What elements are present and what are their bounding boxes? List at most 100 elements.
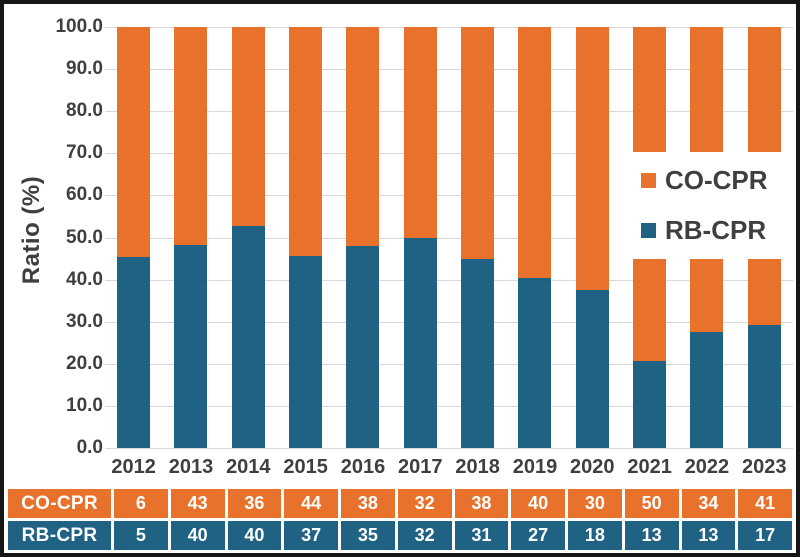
bar-segment-rb-cpr	[117, 256, 151, 448]
table-cell-co-cpr-2020: 30	[568, 489, 622, 518]
gridline	[105, 321, 793, 323]
y-tick-label: 50.0	[66, 227, 103, 248]
bar-column-2012	[105, 27, 162, 448]
table-cell-co-cpr-2016: 38	[341, 489, 395, 518]
table-cell-co-cpr-2021: 50	[624, 489, 679, 518]
bar-segment-rb-cpr	[346, 246, 380, 448]
x-tick-label-2019: 2019	[512, 456, 558, 478]
table-row-label-rb-cpr: RB-CPR	[8, 521, 111, 550]
table-cell-rb-cpr-2014: 40	[227, 521, 282, 550]
x-tick-label-2016: 2016	[340, 456, 386, 478]
gridline	[105, 27, 793, 28]
table-cell-co-cpr-2013: 43	[170, 489, 225, 518]
gridline	[105, 279, 793, 281]
stacked-bar-2017	[403, 27, 437, 448]
y-tick-label: 40.0	[66, 269, 103, 290]
table-cell-co-cpr-2017: 32	[397, 489, 452, 518]
bar-segment-rb-cpr	[403, 237, 437, 448]
table-cell-co-cpr-2022: 34	[681, 489, 736, 518]
stacked-bar-2013	[174, 27, 208, 448]
y-tick-label: 0.0	[76, 437, 103, 458]
table-cell-rb-cpr-2023: 17	[738, 521, 792, 550]
bar-column-2016	[334, 27, 391, 448]
x-tick-label-2012: 2012	[111, 456, 156, 478]
legend-entry-rb-cpr: RB-CPR	[641, 215, 766, 245]
table-cell-rb-cpr-2012: 5	[114, 521, 168, 550]
bar-segment-co-cpr	[174, 27, 208, 246]
bar-column-2015	[277, 27, 334, 448]
x-tick-label-2020: 2020	[570, 456, 615, 478]
table-cell-rb-cpr-2022: 13	[681, 521, 736, 550]
table-cell-co-cpr-2018: 38	[454, 489, 509, 518]
table-cell-co-cpr-2014: 36	[227, 489, 282, 518]
y-tick-label: 30.0	[66, 311, 103, 332]
table-cell-co-cpr-2015: 44	[284, 489, 338, 518]
bar-segment-co-cpr	[346, 27, 380, 247]
bar-segment-rb-cpr	[231, 226, 265, 448]
x-tick-label-2022: 2022	[684, 456, 730, 478]
table-cell-rb-cpr-2020: 18	[568, 521, 622, 550]
x-tick-label-2018: 2018	[455, 456, 500, 478]
table-cell-rb-cpr-2016: 35	[341, 521, 395, 550]
stacked-bar-2015	[289, 27, 323, 448]
gridline	[105, 363, 793, 365]
legend-label-rb-cpr: RB-CPR	[665, 214, 767, 245]
bar-segment-rb-cpr	[575, 290, 609, 448]
bar-column-2019	[506, 27, 563, 448]
gridline	[105, 111, 793, 113]
bar-segment-rb-cpr	[518, 278, 552, 448]
stacked-bar-2018	[461, 27, 495, 448]
plot-area: CO-CPR RB-CPR	[105, 27, 793, 449]
bar-segment-rb-cpr	[174, 245, 208, 448]
legend: CO-CPR RB-CPR	[610, 152, 793, 259]
bar-column-2017	[392, 27, 449, 448]
table-cell-rb-cpr-2019: 27	[511, 521, 565, 550]
bar-segment-co-cpr	[575, 27, 609, 291]
stacked-bar-2012	[117, 27, 151, 448]
stacked-bar-2014	[231, 27, 265, 448]
table-cell-co-cpr-2023: 41	[738, 489, 792, 518]
x-tick-label-2021: 2021	[627, 456, 672, 478]
x-tick-label-2017: 2017	[398, 456, 443, 478]
y-tick-label: 10.0	[66, 395, 103, 416]
table-cell-rb-cpr-2015: 37	[284, 521, 338, 550]
bar-segment-rb-cpr	[289, 255, 323, 448]
x-tick-label-2013: 2013	[168, 456, 214, 478]
y-tick-label: 20.0	[66, 353, 103, 374]
bar-segment-co-cpr	[518, 27, 552, 279]
y-tick-label: 90.0	[66, 58, 103, 79]
stacked-bar-2016	[346, 27, 380, 448]
bar-segment-co-cpr	[289, 27, 323, 256]
bar-segment-co-cpr	[117, 27, 151, 257]
bar-segment-rb-cpr	[690, 331, 724, 448]
table-cell-rb-cpr-2018: 31	[454, 521, 509, 550]
x-axis-labels: 2012 2013 2014 2015 2016 2017 2018 2019 2020 2021…	[105, 453, 793, 481]
y-tick-label: 70.0	[66, 142, 103, 163]
bar-column-2014	[220, 27, 277, 448]
table-cell-rb-cpr-2013: 40	[170, 521, 225, 550]
table-cell-co-cpr-2019: 40	[511, 489, 565, 518]
table-cell-rb-cpr-2021: 13	[624, 521, 679, 550]
stacked-bar-2020	[575, 27, 609, 448]
bar-column-2018	[449, 27, 506, 448]
bar-segment-rb-cpr	[461, 258, 495, 448]
gridline	[105, 195, 793, 197]
y-tick-label: 100.0	[55, 16, 103, 37]
y-tick-label: 80.0	[66, 100, 103, 121]
legend-entry-co-cpr: CO-CPR	[641, 165, 768, 195]
y-tick-label: 60.0	[66, 184, 103, 205]
data-table: CO-CPR 6 43 36 44 38 32 38 40 30 50 34 41 RB-CPR 5 40 40…	[8, 489, 792, 550]
x-tick-label-2014: 2014	[226, 456, 271, 478]
gridline	[105, 69, 793, 71]
x-tick-label-2023: 2023	[742, 456, 787, 478]
gridline	[105, 237, 793, 239]
bar-segment-co-cpr	[461, 27, 495, 259]
legend-label-co-cpr: CO-CPR	[665, 164, 768, 195]
bar-segment-co-cpr	[403, 27, 437, 238]
bar-column-2013	[162, 27, 219, 448]
bar-column-2020	[564, 27, 621, 448]
table-row-label-co-cpr: CO-CPR	[8, 489, 111, 518]
bar-segment-rb-cpr	[633, 361, 667, 448]
gridline	[105, 448, 793, 449]
